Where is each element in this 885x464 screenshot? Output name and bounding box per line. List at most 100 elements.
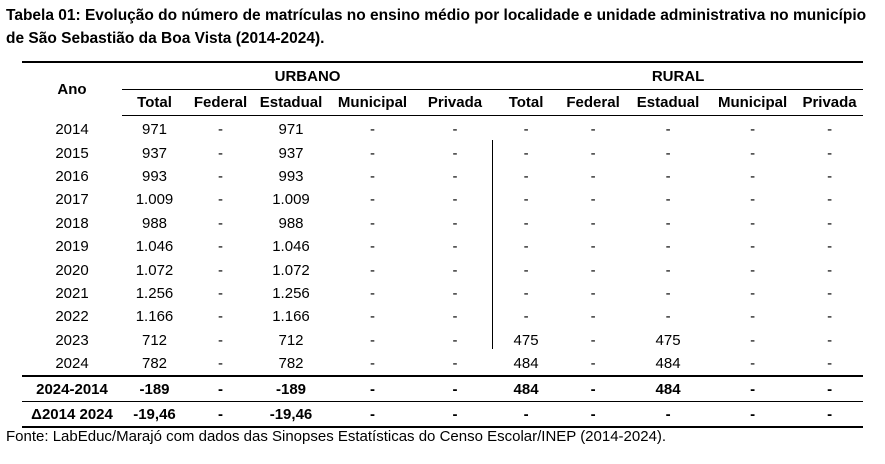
value-cell: - (218, 238, 223, 256)
summary-value-cell: - (559, 375, 628, 403)
value-cell: - (218, 167, 223, 185)
column-header: Estadual (254, 89, 328, 116)
year-cell: 2019 (55, 238, 89, 256)
value-cell: 484 (655, 355, 681, 373)
value-cell: - (523, 121, 529, 139)
value-cell: - (665, 191, 671, 209)
value-cell: - (218, 261, 223, 279)
value-cell: - (827, 191, 833, 209)
value-cell: - (827, 238, 833, 256)
group-header-urbano: URBANO (122, 61, 494, 90)
value-cell: - (452, 167, 458, 185)
value-cell: 971 (278, 121, 304, 139)
value-cell: - (452, 121, 458, 139)
value-cell: - (827, 121, 833, 139)
summary-value-cell: - (187, 401, 254, 429)
value-cell: 1.046 (272, 238, 310, 256)
value-cell: - (590, 144, 596, 162)
value-cell: 712 (278, 331, 304, 349)
value-cell: - (523, 214, 529, 232)
value-cell: - (665, 144, 671, 162)
value-cell: - (452, 261, 458, 279)
value-cell: - (370, 284, 375, 302)
value-cell: 1.072 (135, 261, 174, 279)
value-cell: 971 (141, 121, 168, 139)
value-cell: - (827, 144, 833, 162)
summary-value-cell: - (709, 375, 797, 403)
summary-value-cell: - (328, 375, 417, 403)
summary-value-cell: - (187, 375, 254, 403)
value-cell: - (370, 331, 375, 349)
value-cell: - (370, 191, 375, 209)
value-cell: 993 (141, 167, 168, 185)
value-cell: - (750, 261, 756, 279)
value-cell: - (665, 121, 671, 139)
value-cell: - (370, 308, 375, 326)
summary-value-cell: -19,46 (122, 401, 187, 429)
year-cell: 2016 (55, 167, 89, 185)
value-cell: 782 (141, 355, 168, 373)
value-cell: - (590, 261, 596, 279)
summary-value-cell: - (796, 401, 864, 429)
year-cell: 2022 (55, 308, 89, 326)
value-cell: - (218, 191, 223, 209)
summary-label-cell: 2024-2014 (22, 375, 122, 403)
column-header: Privada (796, 89, 864, 116)
value-cell: - (523, 144, 529, 162)
value-cell: - (750, 355, 756, 373)
table-row: 2021 1.256 - 1.256 - - - - - - - (22, 282, 863, 305)
rural-divider-line (492, 140, 493, 349)
value-cell: - (590, 331, 596, 349)
value-cell: - (218, 284, 223, 302)
value-cell: 1.046 (135, 238, 174, 256)
value-cell: - (218, 331, 223, 349)
summary-value-cell: - (709, 401, 797, 429)
source-note: Fonte: LabEduc/Marajó com dados das Sino… (6, 428, 667, 445)
value-cell: - (590, 167, 596, 185)
value-cell: - (452, 355, 458, 373)
value-cell: - (370, 261, 375, 279)
value-cell: - (523, 284, 529, 302)
value-cell: - (665, 214, 671, 232)
value-cell: 712 (141, 331, 168, 349)
value-cell: - (523, 191, 529, 209)
value-cell: - (665, 261, 671, 279)
value-cell: - (590, 355, 596, 373)
value-cell: 937 (278, 144, 304, 162)
value-cell: - (750, 144, 756, 162)
value-cell: - (523, 261, 529, 279)
summary-value-cell: 484 (493, 375, 560, 403)
summary-value-cell: -189 (122, 375, 187, 403)
value-cell: 1.009 (135, 191, 174, 209)
value-cell: 1.166 (135, 308, 174, 326)
value-cell: 475 (655, 331, 681, 349)
value-cell: - (827, 167, 833, 185)
table-row: 2024 782 - 782 - - 484 - 484 - - (22, 352, 863, 376)
value-cell: - (370, 238, 375, 256)
value-cell: - (452, 144, 458, 162)
value-cell: - (750, 167, 756, 185)
value-cell: - (827, 261, 833, 279)
value-cell: - (370, 144, 375, 162)
value-cell: - (452, 331, 458, 349)
summary-value-cell: - (493, 401, 560, 429)
value-cell: - (590, 284, 596, 302)
year-cell: 2017 (55, 191, 89, 209)
column-header: Privada (417, 89, 494, 116)
summary-row: 2024-2014 -189- -189- -484-484- - (22, 375, 864, 403)
value-cell: - (827, 214, 833, 232)
value-cell: - (523, 308, 529, 326)
value-cell: - (590, 214, 596, 232)
column-header: Federal (559, 89, 628, 116)
value-cell: - (523, 167, 529, 185)
value-cell: 484 (513, 355, 539, 373)
table-row: 2018 988 - 988 - - - - - - - (22, 212, 863, 235)
year-cell: 2024 (55, 355, 89, 373)
summary-value-cell: -19,46 (254, 401, 328, 429)
table-row: 2019 1.046 - 1.046 - - - - - - - (22, 235, 863, 258)
value-cell: 1.256 (135, 284, 174, 302)
value-cell: - (452, 238, 458, 256)
value-cell: - (750, 308, 756, 326)
table-row: 2014 971 - 971 - - - - - - - (22, 116, 863, 142)
value-cell: 988 (141, 214, 168, 232)
